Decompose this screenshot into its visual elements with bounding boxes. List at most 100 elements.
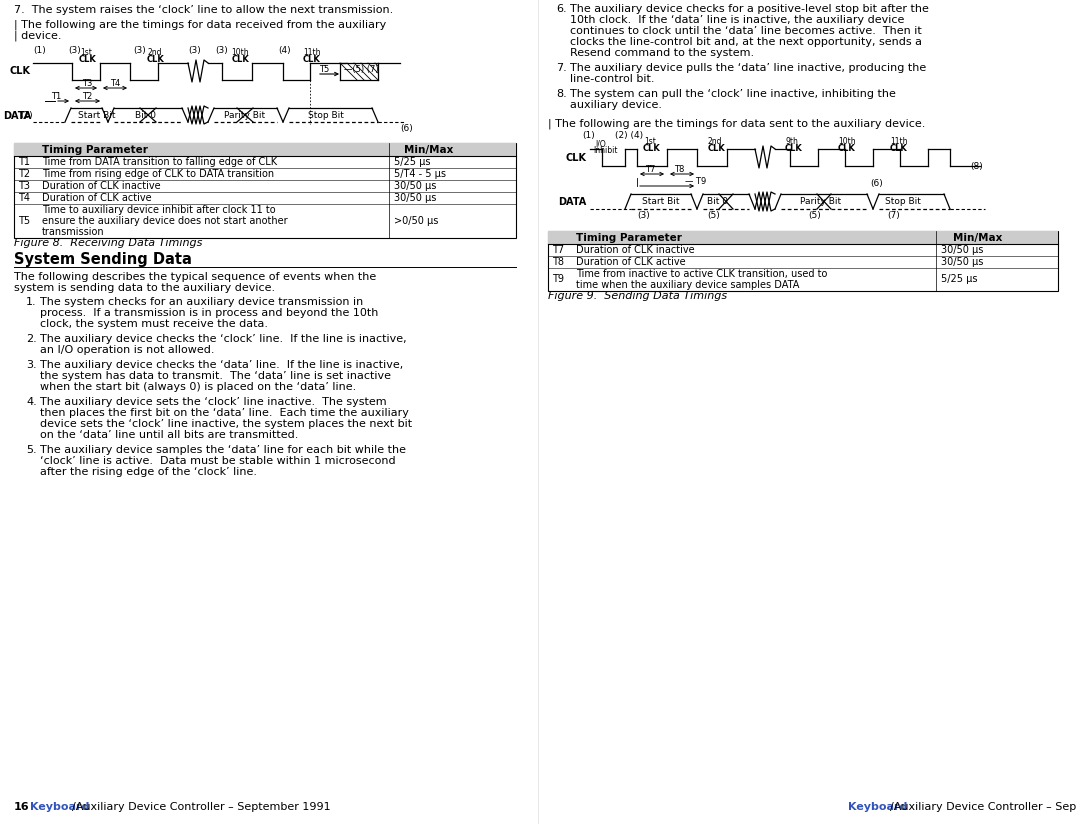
Text: CLK: CLK [10, 66, 31, 76]
Text: device sets the ‘clock’ line inactive, the system places the next bit: device sets the ‘clock’ line inactive, t… [40, 419, 412, 429]
Text: an I/O operation is not allowed.: an I/O operation is not allowed. [40, 345, 214, 355]
Text: T4: T4 [110, 79, 121, 88]
Text: (2): (2) [20, 111, 32, 120]
Text: I/O: I/O [595, 139, 606, 148]
Text: 7.: 7. [556, 63, 567, 73]
Text: continues to clock until the ‘data’ line becomes active.  Then it: continues to clock until the ‘data’ line… [570, 26, 922, 36]
Text: Timing Parameter: Timing Parameter [42, 144, 147, 155]
Text: clock, the system must receive the data.: clock, the system must receive the data. [40, 319, 268, 329]
Text: Min/Max: Min/Max [953, 232, 1003, 242]
Text: clocks the line-control bit and, at the next opportunity, sends a: clocks the line-control bit and, at the … [570, 37, 922, 47]
Text: Time from inactive to active CLK transition, used to: Time from inactive to active CLK transit… [576, 269, 827, 279]
Text: DATA: DATA [3, 111, 31, 121]
Text: CLK: CLK [147, 55, 165, 64]
Text: Resend command to the system.: Resend command to the system. [570, 48, 754, 58]
Text: Duration of CLK active: Duration of CLK active [576, 257, 685, 267]
Text: (3): (3) [215, 46, 228, 55]
Text: (8): (8) [969, 162, 982, 171]
Text: Min/Max: Min/Max [404, 144, 453, 155]
Text: The auxiliary device pulls the ‘data’ line inactive, producing the: The auxiliary device pulls the ‘data’ li… [570, 63, 926, 73]
Text: 10th: 10th [838, 137, 855, 146]
Text: | The following are the timings for data received from the auxiliary: | The following are the timings for data… [14, 19, 386, 30]
Text: (1): (1) [582, 131, 595, 140]
Text: The auxiliary device samples the ‘data’ line for each bit while the: The auxiliary device samples the ‘data’ … [40, 445, 406, 455]
Text: The auxiliary device checks for a positive-level stop bit after the: The auxiliary device checks for a positi… [570, 4, 929, 14]
Text: CLK: CLK [643, 144, 661, 153]
Text: 2nd: 2nd [708, 137, 722, 146]
Bar [548, 231, 1058, 244]
Text: CLK: CLK [838, 144, 855, 153]
Text: The system checks for an auxiliary device transmission in: The system checks for an auxiliary devic… [40, 297, 364, 307]
Text: CLK: CLK [79, 55, 97, 64]
Text: Figure 8.  Receiving Data Timings: Figure 8. Receiving Data Timings [14, 238, 202, 248]
Text: Keyboard: Keyboard [848, 802, 907, 812]
Text: after the rising edge of the ‘clock’ line.: after the rising edge of the ‘clock’ lin… [40, 467, 257, 477]
Text: (3): (3) [133, 46, 145, 55]
Text: T9: T9 [552, 274, 564, 284]
Text: then places the first bit on the ‘data’ line.  Each time the auxiliary: then places the first bit on the ‘data’ … [40, 408, 409, 418]
Text: 6.: 6. [556, 4, 567, 14]
Text: T2: T2 [82, 92, 93, 101]
Text: 2.: 2. [26, 334, 37, 344]
Text: (6): (6) [870, 179, 882, 188]
Text: Inhibit: Inhibit [593, 146, 618, 155]
Text: Start Bit: Start Bit [77, 111, 115, 120]
Text: Bit 0: Bit 0 [707, 197, 728, 206]
Text: Parity Bit: Parity Bit [799, 197, 841, 206]
Text: T3: T3 [18, 181, 30, 191]
Text: 10th clock.  If the ‘data’ line is inactive, the auxiliary device: 10th clock. If the ‘data’ line is inacti… [570, 15, 904, 25]
Text: time when the auxiliary device samples DATA: time when the auxiliary device samples D… [576, 280, 799, 290]
Text: 7.  The system raises the ‘clock’ line to allow the next transmission.: 7. The system raises the ‘clock’ line to… [14, 5, 393, 15]
Text: T3: T3 [82, 79, 93, 88]
Text: auxiliary device.: auxiliary device. [570, 100, 662, 110]
Text: Time from rising edge of CLK to DATA transition: Time from rising edge of CLK to DATA tra… [42, 169, 274, 179]
Text: T2: T2 [18, 169, 30, 179]
Text: line-control bit.: line-control bit. [570, 74, 654, 84]
Text: CLK: CLK [232, 55, 250, 64]
Text: (1): (1) [33, 46, 46, 55]
Bar [548, 231, 1058, 291]
Bar [14, 143, 516, 238]
Text: (6): (6) [400, 124, 413, 133]
Text: 30/50 μs: 30/50 μs [394, 193, 437, 203]
Text: 5/T4 - 5 μs: 5/T4 - 5 μs [394, 169, 445, 179]
Text: Parity Bit: Parity Bit [224, 111, 265, 120]
Text: (5): (5) [808, 211, 821, 220]
Text: (5): (5) [707, 211, 720, 220]
Text: 4.: 4. [26, 397, 37, 407]
Text: The auxiliary device sets the ‘clock’ line inactive.  The system: The auxiliary device sets the ‘clock’ li… [40, 397, 386, 407]
Text: Time from DATA transition to falling edge of CLK: Time from DATA transition to falling edg… [42, 157, 278, 167]
Text: Stop Bit: Stop Bit [308, 111, 344, 120]
Text: ‘clock’ line is active.  Data must be stable within 1 microsecond: ‘clock’ line is active. Data must be sta… [40, 456, 396, 466]
Text: T5: T5 [318, 65, 329, 74]
Text: 11th: 11th [303, 48, 321, 57]
Text: (3): (3) [637, 211, 650, 220]
Text: >0/50 μs: >0/50 μs [394, 216, 438, 226]
Text: The system can pull the ‘clock’ line inactive, inhibiting the: The system can pull the ‘clock’ line ina… [570, 89, 896, 99]
Text: Timing Parameter: Timing Parameter [576, 232, 682, 242]
Text: The following describes the typical sequence of events when the: The following describes the typical sequ… [14, 272, 377, 282]
Text: T1: T1 [18, 157, 30, 167]
Text: The auxiliary device checks the ‘data’ line.  If the line is inactive,: The auxiliary device checks the ‘data’ l… [40, 360, 404, 370]
Text: Time to auxiliary device inhibit after clock 11 to: Time to auxiliary device inhibit after c… [42, 205, 275, 215]
Text: 9th: 9th [785, 137, 798, 146]
Text: CLK: CLK [785, 144, 803, 153]
Text: 30/50 μs: 30/50 μs [942, 245, 983, 255]
Text: CLK: CLK [890, 144, 908, 153]
Text: 1st: 1st [80, 48, 91, 57]
Text: (3): (3) [68, 46, 81, 55]
Text: CLK: CLK [303, 55, 321, 64]
Text: transmission: transmission [42, 227, 104, 237]
Text: /Auxiliary Device Controller – September 1991    17: /Auxiliary Device Controller – September… [890, 802, 1076, 812]
Text: system is sending data to the auxiliary device.: system is sending data to the auxiliary … [14, 283, 275, 293]
Text: Duration of CLK inactive: Duration of CLK inactive [576, 245, 695, 255]
Text: CLK: CLK [708, 144, 725, 153]
Text: DATA: DATA [557, 196, 586, 207]
Text: Stop Bit: Stop Bit [884, 197, 921, 206]
Text: process.  If a transmission is in process and beyond the 10th: process. If a transmission is in process… [40, 308, 379, 318]
Text: 5/25 μs: 5/25 μs [942, 274, 977, 284]
Text: Figure 9.  Sending Data Timings: Figure 9. Sending Data Timings [548, 291, 727, 301]
Text: (7): (7) [887, 211, 900, 220]
Text: 30/50 μs: 30/50 μs [394, 181, 437, 191]
Text: T7: T7 [645, 165, 655, 174]
